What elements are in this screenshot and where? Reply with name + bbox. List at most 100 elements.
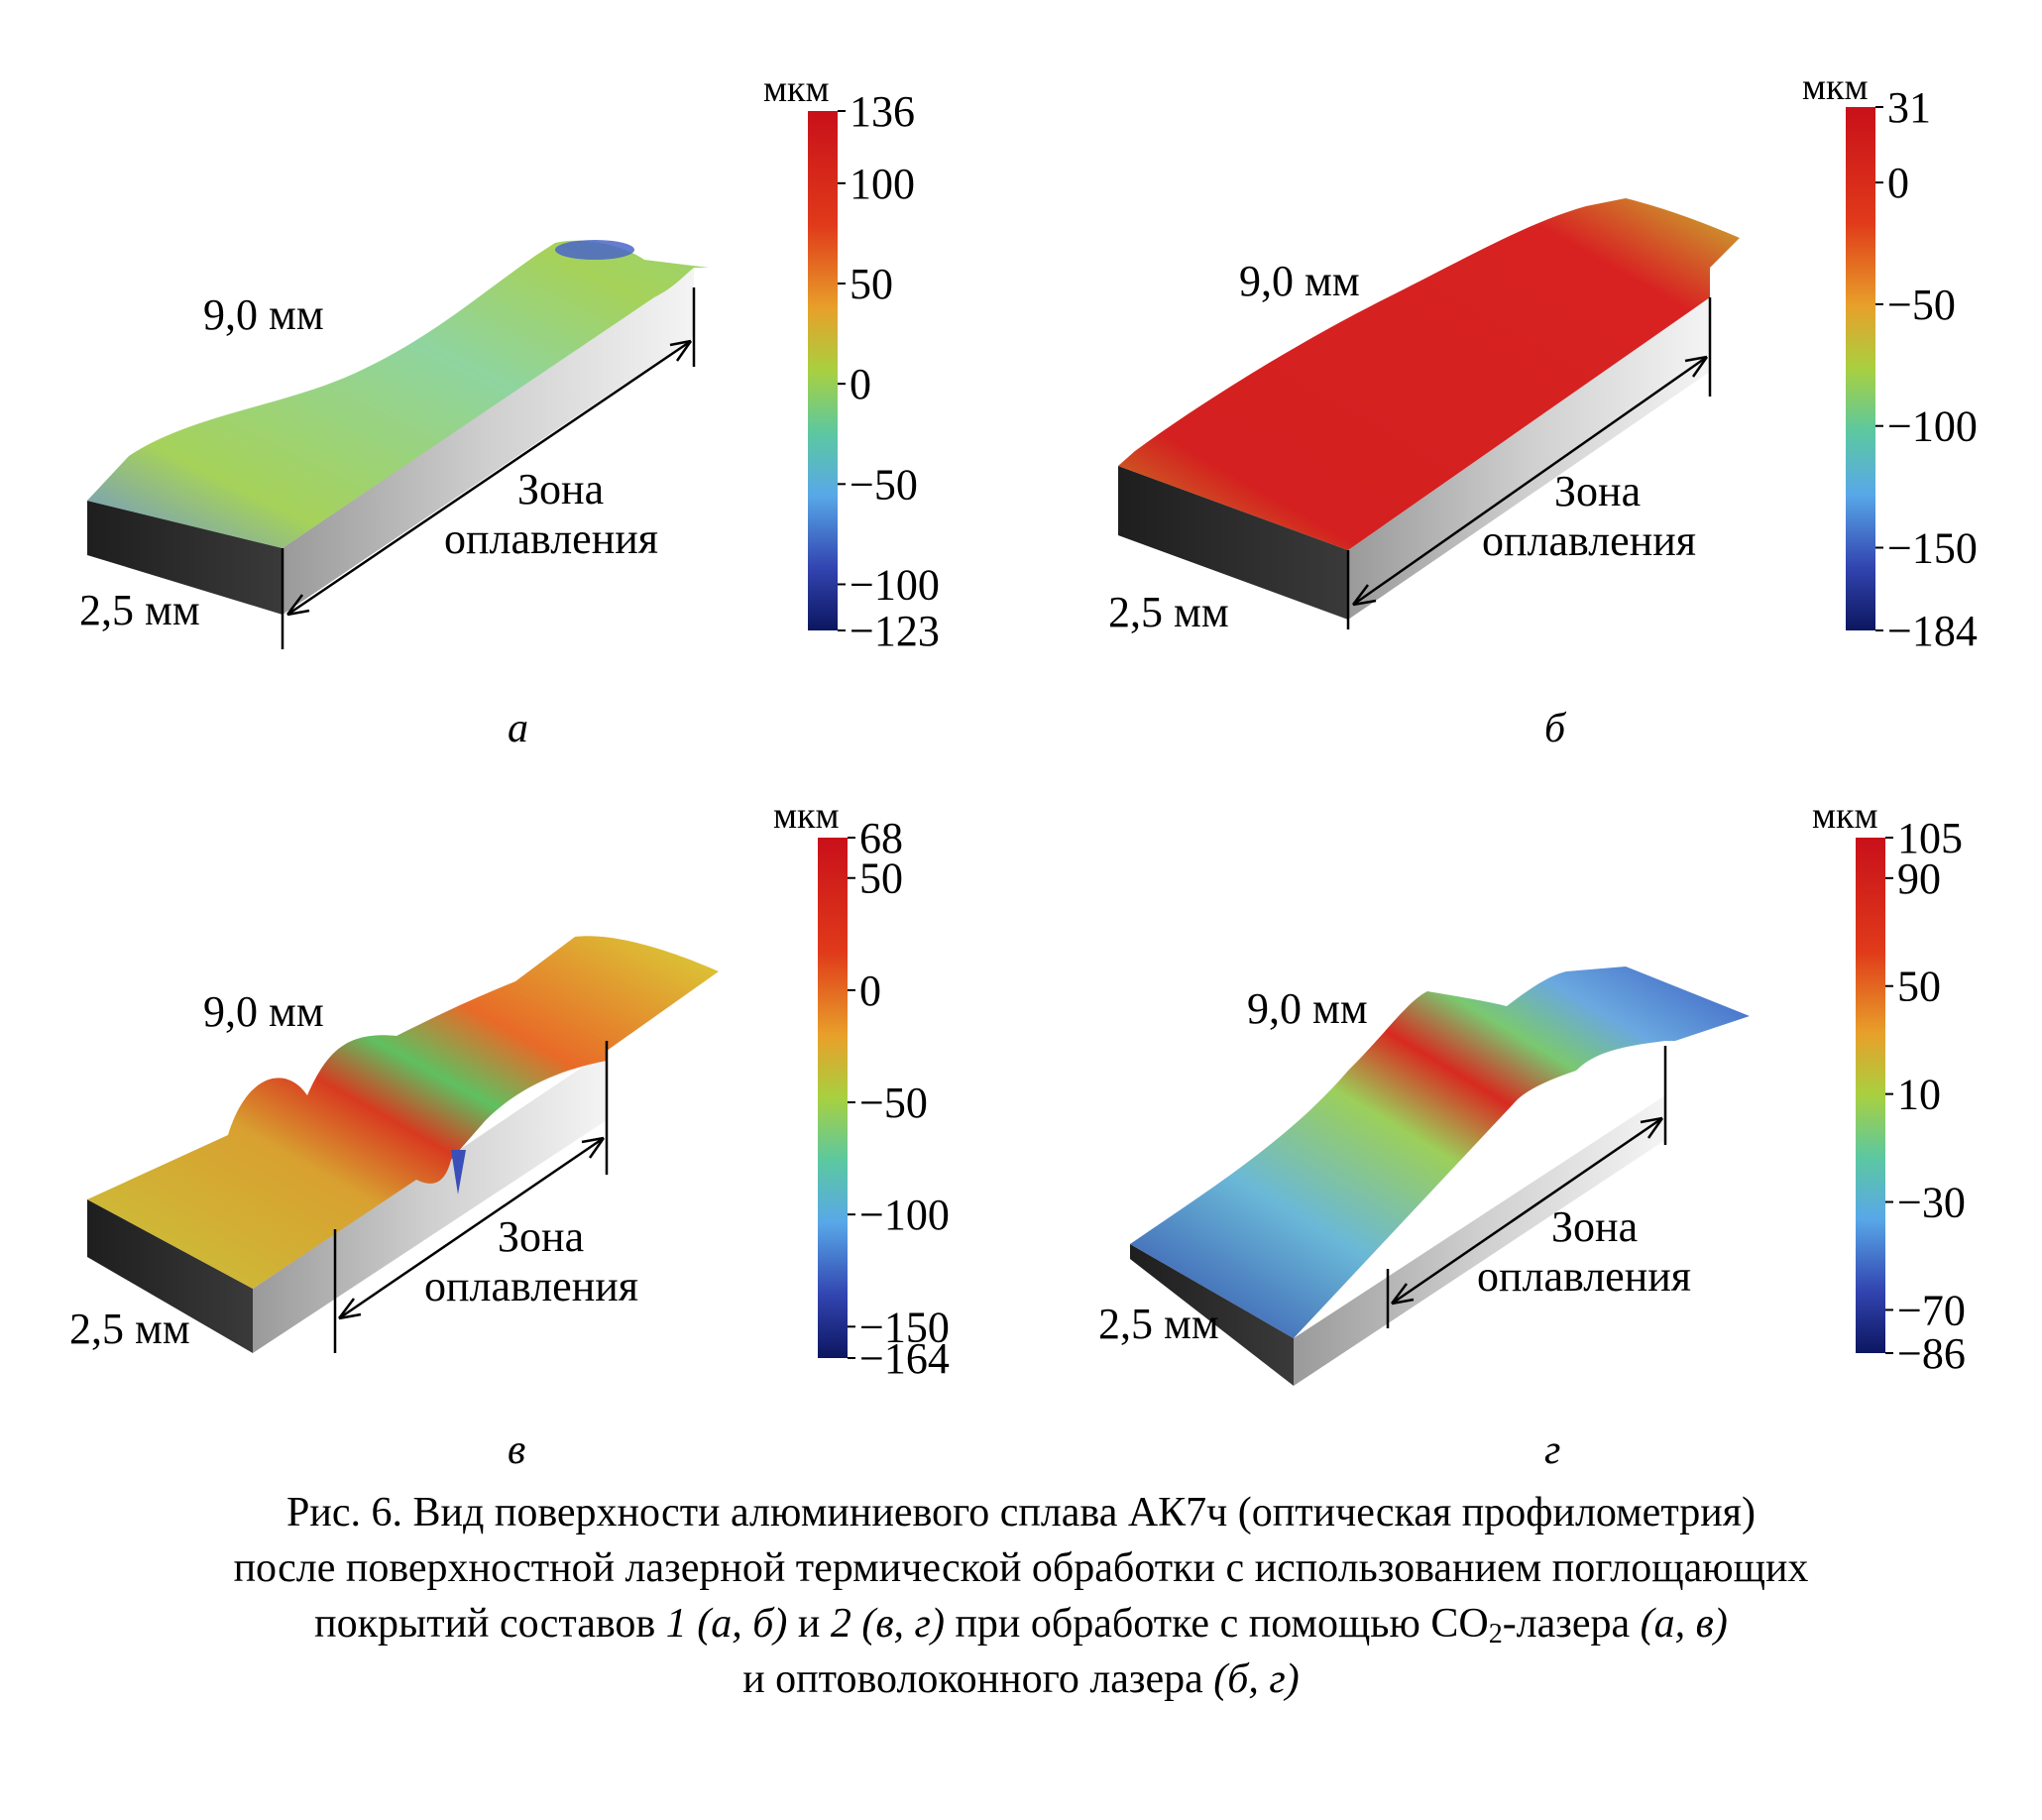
colorbar: мкм 31 0 −50 −100 −150 −184 [1802, 66, 1978, 655]
caption-italic: 1 (а, б) [665, 1601, 788, 1647]
colorbar-tick-label: 105 [1897, 814, 1963, 862]
colorbar-tick-label: −123 [850, 607, 940, 655]
colorbar-tick-label: 31 [1887, 83, 1931, 132]
caption-text: и оптоволоконного лазера [742, 1656, 1214, 1702]
colorbar-unit: мкм [1812, 795, 1878, 837]
colorbar-tick-label: −100 [850, 560, 940, 609]
colorbar-tick-label: −184 [1887, 607, 1978, 655]
zone-label-line1: Зона [1554, 467, 1641, 515]
panel-letter: в [508, 1427, 525, 1473]
depth-label: 2,5 мм [69, 1305, 190, 1353]
colorbar-tick-label: 136 [850, 87, 915, 136]
sample-front-face [1118, 466, 1348, 620]
colorbar-tick-label: 50 [850, 260, 893, 308]
caption-line-2: после поверхностной лазерной термической… [233, 1545, 1809, 1591]
colorbar-tick-label: 90 [1897, 854, 1941, 903]
panel-letter: г [1544, 1427, 1560, 1473]
colorbar-tick-label: 100 [850, 160, 915, 208]
surface-crater [451, 1150, 466, 1194]
surface-map [1118, 198, 1740, 550]
arrow-head-left [1352, 584, 1377, 607]
surface-depression [555, 240, 634, 260]
colorbar-gradient [808, 111, 838, 630]
panel-b: 9,0 мм 2,5 мм Зона оплавления мкм 31 0 −50 −… [1108, 66, 1978, 751]
colorbar-tick-label: −100 [1887, 402, 1978, 451]
arrow-head-right [1640, 1116, 1664, 1139]
zone-label-line1: Зона [498, 1212, 584, 1261]
colorbar-tick-label: 0 [850, 360, 871, 408]
colorbar-tick-label: −50 [859, 1079, 928, 1127]
caption-text: и [787, 1601, 831, 1647]
colorbar-gradient [1856, 838, 1885, 1353]
zone-arrow [1352, 355, 1708, 607]
caption-subscript: 2 [1488, 1619, 1503, 1649]
colorbar-gradient [1846, 107, 1875, 630]
zone-label-line1: Зона [517, 465, 604, 513]
colorbar-tick-label: −164 [859, 1334, 950, 1383]
width-label: 9,0 мм [1247, 984, 1368, 1033]
colorbar-tick-label: −30 [1897, 1179, 1966, 1227]
zone-arrow [1391, 1116, 1663, 1306]
caption-italic: 2 (в, г) [830, 1601, 945, 1647]
panel-letter: а [508, 706, 528, 751]
panel-letter: б [1544, 706, 1567, 751]
width-label: 9,0 мм [1239, 257, 1360, 305]
colorbar-tick-label: −70 [1897, 1286, 1966, 1334]
sample-front-face [1130, 1244, 1294, 1386]
colorbar-tick-label: −150 [1887, 524, 1978, 573]
surface-map [1130, 967, 1750, 1338]
colorbar-tick-label: 68 [859, 814, 903, 862]
caption-line-1: Рис. 6. Вид поверхности алюминиевого спл… [286, 1490, 1756, 1536]
arrow-head-left [338, 1298, 362, 1320]
colorbar-tick-label: −100 [859, 1191, 950, 1239]
caption-line-3: покрытий составов 1 (а, б) и 2 (в, г) пр… [59, 1596, 1983, 1651]
sample-front-face [87, 501, 283, 615]
panel-a: 9,0 мм 2,5 мм Зона оплавления мкм 136 100 5… [79, 68, 940, 751]
depth-label: 2,5 мм [79, 586, 200, 634]
colorbar-tick-label: −150 [859, 1303, 950, 1351]
colorbar: мкм 136 100 50 0 −50 −100−123 [763, 68, 940, 655]
colorbar-tick-label: 0 [859, 967, 881, 1015]
colorbar-unit: мкм [773, 795, 840, 837]
depth-label: 2,5 мм [1108, 588, 1229, 636]
sample-side-face [253, 1051, 607, 1353]
zone-label-line1: Зона [1551, 1202, 1638, 1251]
arrow-head-left [286, 594, 310, 617]
caption-italic: (а, в) [1640, 1601, 1728, 1647]
caption-italic: (б, г) [1213, 1656, 1300, 1702]
surface-map [87, 240, 709, 548]
arrow-head-right [581, 1136, 606, 1159]
colorbar-tick-label: −86 [1897, 1329, 1966, 1378]
caption-text: при обработке с помощью СО [944, 1601, 1489, 1647]
caption-line-4: и оптоволоконного лазера (б, г) [59, 1651, 1983, 1707]
zone-arrow [286, 339, 692, 617]
colorbar-gradient [818, 838, 848, 1358]
caption-text: покрытий составов [314, 1601, 666, 1647]
colorbar-tick-label: 50 [1897, 963, 1941, 1011]
colorbar-tick-label: −50 [1887, 281, 1956, 329]
colorbar-unit: мкм [763, 68, 830, 110]
colorbar-tick-label: 0 [1887, 159, 1909, 207]
width-label: 9,0 мм [203, 987, 324, 1036]
colorbar-unit: мкм [1802, 66, 1869, 108]
sample-side-face [283, 268, 694, 615]
zone-label-line2: оплавления [1482, 516, 1696, 565]
surface-map [87, 936, 719, 1289]
zone-label-line2: оплавления [1477, 1252, 1691, 1301]
caption-text: -лазера [1502, 1601, 1641, 1647]
zone-arrow [338, 1136, 605, 1320]
figure-caption: Рис. 6. Вид поверхности алюминиевого спл… [59, 1485, 1983, 1707]
depth-label: 2,5 мм [1098, 1300, 1219, 1348]
colorbar-tick-label: 10 [1897, 1071, 1941, 1119]
sample-side-face [1348, 297, 1710, 620]
arrow-head-right [669, 339, 693, 362]
sample-front-face [87, 1199, 253, 1353]
arrow-head-right [1684, 355, 1709, 378]
zone-label-line2: оплавления [444, 514, 658, 563]
width-label: 9,0 мм [203, 290, 324, 339]
